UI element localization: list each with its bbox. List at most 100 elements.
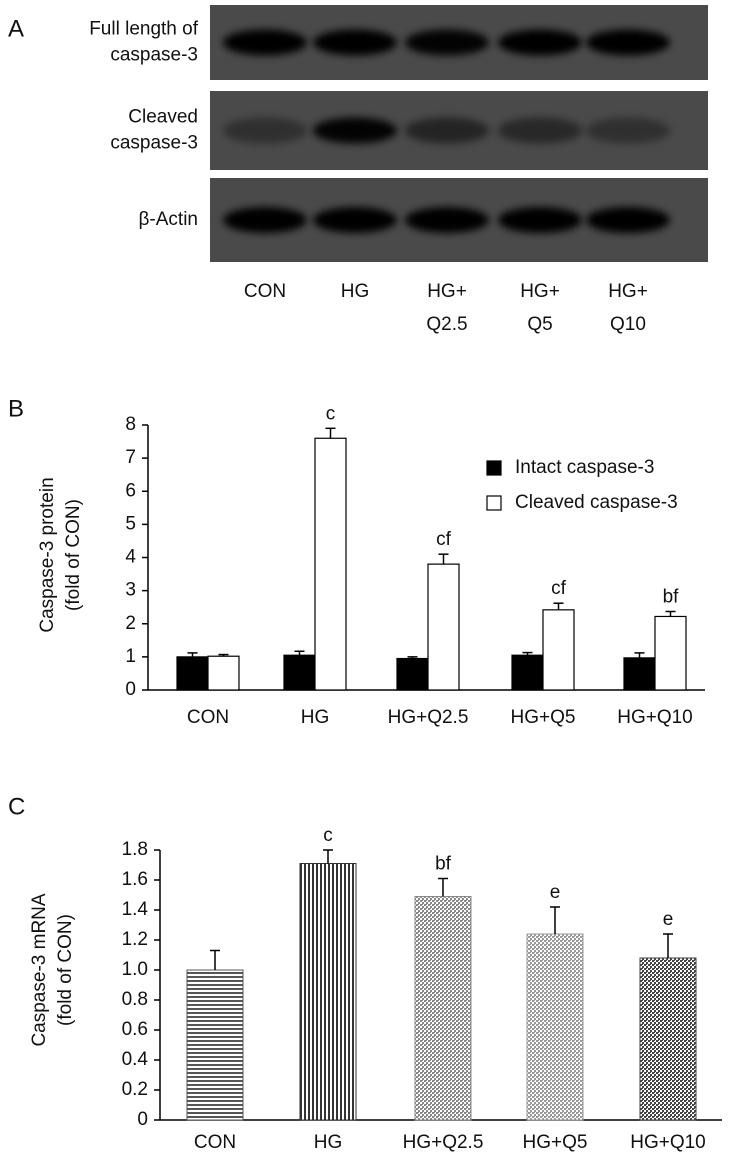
y-axis-label: (fold of CON)	[63, 499, 84, 611]
x-tick-label: HG+Q10	[617, 707, 693, 728]
bar	[283, 654, 316, 691]
x-tick-label: HG+Q5	[511, 707, 576, 728]
legend-swatch	[486, 460, 502, 476]
row-label: Cleaved	[128, 107, 198, 128]
error-bar	[550, 906, 560, 934]
error-bar	[218, 653, 229, 657]
bar	[427, 563, 460, 691]
y-tick-label: 6	[125, 480, 136, 501]
panel-label: A	[8, 15, 24, 42]
error-bar	[323, 849, 333, 864]
blot-band	[405, 29, 489, 56]
annotation: bf	[435, 854, 452, 875]
lane-label: HG+	[520, 281, 560, 302]
lane-label: Q2.5	[426, 314, 467, 335]
blot-band	[313, 207, 397, 233]
bar	[207, 655, 240, 691]
annotation: e	[550, 882, 561, 903]
x-tick-label: HG+Q2.5	[403, 1132, 484, 1153]
legend-swatch	[486, 495, 502, 511]
annotation: cf	[436, 529, 452, 550]
y-tick-label: 5	[125, 513, 136, 534]
blot-band	[498, 29, 582, 56]
blot-band	[586, 29, 670, 56]
blot-band	[223, 207, 307, 233]
blot-band	[586, 117, 670, 144]
error-bar	[665, 610, 676, 617]
y-tick-label: 2	[125, 613, 136, 634]
row-label: caspase-3	[110, 133, 198, 154]
row-label: caspase-3	[110, 45, 198, 66]
y-tick-label: 1.2	[122, 929, 148, 950]
y-tick-label: 7	[125, 447, 136, 468]
legend-label: Intact caspase-3	[515, 457, 654, 478]
error-bar	[210, 949, 220, 970]
blot-band	[313, 117, 397, 144]
lane-label: CON	[244, 281, 286, 302]
blot-band	[498, 207, 582, 233]
bar	[623, 657, 656, 691]
row-label: Full length of	[89, 19, 199, 40]
y-tick-label: 0.8	[122, 989, 148, 1010]
x-tick-label: HG	[301, 707, 330, 728]
lane-label: Q5	[527, 314, 552, 335]
bar	[526, 933, 584, 1121]
x-tick-label: CON	[194, 1132, 236, 1153]
error-bar	[294, 650, 305, 656]
lane-label: Q10	[610, 314, 646, 335]
x-tick-label: HG+Q10	[630, 1132, 706, 1153]
y-tick-label: 0.6	[122, 1019, 148, 1040]
error-bar	[407, 656, 418, 659]
error-bar	[522, 651, 533, 656]
y-tick-label: 3	[125, 580, 136, 601]
annotation: cf	[551, 578, 567, 599]
bar	[654, 615, 687, 691]
bar	[299, 863, 357, 1121]
bar	[639, 957, 697, 1121]
annotation: e	[663, 909, 674, 930]
panel-label: C	[8, 793, 25, 820]
y-tick-label: 0	[125, 679, 136, 700]
y-tick-label: 1.0	[122, 959, 148, 980]
bar	[511, 654, 544, 691]
y-axis-label: Caspase-3 mRNA	[29, 893, 50, 1046]
error-bar	[438, 877, 448, 897]
y-tick-label: 0.4	[122, 1049, 149, 1070]
bar	[186, 969, 244, 1121]
y-tick-label: 8	[125, 414, 136, 435]
error-bar	[553, 602, 564, 610]
blot-band	[313, 29, 397, 56]
x-tick-label: HG+Q5	[523, 1132, 588, 1153]
bar	[396, 657, 429, 691]
y-tick-label: 1.6	[122, 869, 148, 890]
y-axis-label: Caspase-3 protein	[37, 477, 58, 632]
error-bar	[663, 933, 673, 958]
row-label: β-Actin	[139, 209, 199, 230]
lane-label: HG+	[608, 281, 648, 302]
y-axis-label: (fold of CON)	[55, 914, 76, 1026]
y-tick-label: 4	[125, 547, 136, 568]
blot-band	[405, 207, 489, 233]
x-tick-label: HG	[314, 1132, 343, 1153]
blot-band	[223, 117, 307, 144]
x-tick-label: HG+Q2.5	[388, 707, 469, 728]
y-tick-label: 1	[125, 646, 136, 667]
error-bar	[634, 652, 645, 658]
panel-label: B	[8, 395, 24, 422]
bar	[414, 896, 472, 1121]
annotation: c	[326, 403, 336, 424]
bar	[176, 656, 209, 691]
lane-label: HG	[341, 281, 370, 302]
lane-label: HG+	[427, 281, 467, 302]
bar	[542, 609, 575, 691]
x-tick-label: CON	[187, 707, 229, 728]
y-tick-label: 0	[137, 1109, 148, 1130]
y-tick-label: 1.4	[122, 899, 149, 920]
error-bar	[325, 427, 336, 439]
bar	[314, 437, 347, 691]
error-bar	[438, 553, 449, 565]
y-tick-label: 1.8	[122, 839, 148, 860]
legend-label: Cleaved caspase-3	[515, 492, 678, 513]
blot-band	[498, 117, 582, 144]
